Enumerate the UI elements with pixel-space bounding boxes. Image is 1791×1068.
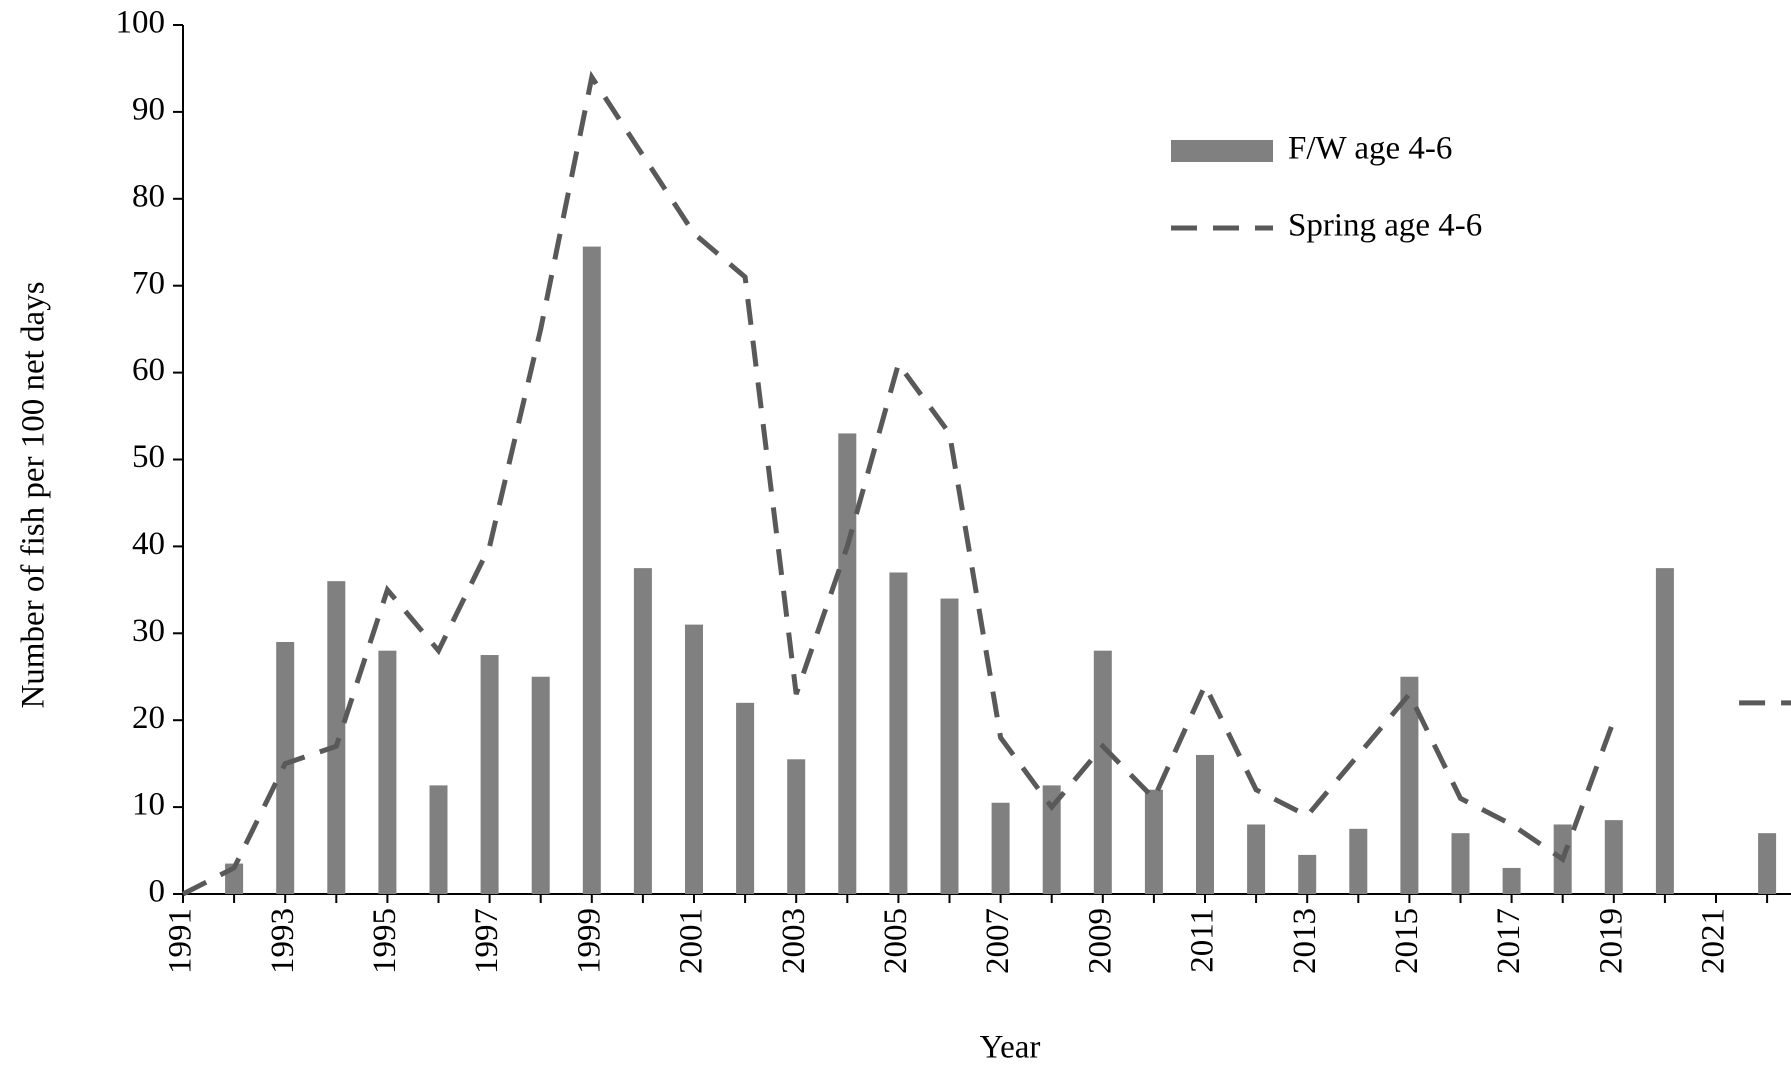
legend-label: Spring age 4-6 <box>1288 208 1482 244</box>
bar <box>1451 833 1470 894</box>
y-tick-label: 80 <box>132 178 165 214</box>
x-tick-label: 2021 <box>1696 908 1732 974</box>
x-tick-label: 2015 <box>1389 908 1425 974</box>
bar <box>940 598 959 894</box>
x-tick-label: 2017 <box>1491 908 1527 974</box>
x-tick-label: 2005 <box>878 908 914 974</box>
bar <box>991 802 1010 894</box>
y-tick-label: 10 <box>132 787 165 823</box>
bar <box>1604 820 1623 894</box>
x-tick-label: 2001 <box>674 908 710 974</box>
bar <box>838 433 857 894</box>
x-tick-label: 1997 <box>469 908 505 974</box>
y-tick-label: 100 <box>116 5 166 41</box>
bar <box>582 246 601 895</box>
y-axis-label: Number of fish per 100 net days <box>16 281 52 708</box>
x-tick-label: 2007 <box>980 908 1016 974</box>
y-tick-label: 40 <box>132 526 165 562</box>
bar <box>736 702 755 894</box>
legend-label: F/W age 4-6 <box>1288 131 1452 167</box>
bar <box>1655 568 1674 894</box>
bar <box>889 572 908 894</box>
x-tick-label: 1993 <box>265 908 301 974</box>
bar <box>531 676 550 894</box>
bar <box>1196 754 1214 894</box>
bar <box>1349 828 1368 894</box>
bar <box>1298 854 1317 894</box>
y-tick-label: 60 <box>132 352 165 388</box>
x-tick-label: 2011 <box>1185 908 1221 973</box>
x-tick-label: 2003 <box>776 908 812 974</box>
x-tick-label: 1999 <box>571 908 607 974</box>
line-series <box>181 70 1617 897</box>
x-axis-label: Year <box>980 1030 1041 1066</box>
y-tick-label: 90 <box>132 91 165 127</box>
y-tick-label: 50 <box>132 439 165 475</box>
bar <box>685 624 703 894</box>
bar <box>1400 676 1419 894</box>
y-tick-label: 0 <box>149 874 166 910</box>
x-tick-label: 2009 <box>1082 908 1118 974</box>
bar <box>1758 833 1777 894</box>
bar <box>429 785 448 894</box>
bar <box>327 581 346 894</box>
x-tick-label: 1991 <box>163 908 199 974</box>
bar <box>1093 650 1112 894</box>
x-tick-label: 2019 <box>1593 908 1629 974</box>
x-tick-label: 1995 <box>367 908 403 974</box>
x-tick-label: 2013 <box>1287 908 1323 974</box>
bar <box>1247 824 1266 894</box>
legend-swatch <box>1171 140 1273 162</box>
bar <box>1144 789 1163 894</box>
bar <box>787 759 806 894</box>
bar <box>1502 867 1521 894</box>
bar <box>480 655 499 894</box>
y-tick-label: 70 <box>132 265 165 301</box>
bar <box>633 568 652 894</box>
y-tick-label: 30 <box>132 613 165 649</box>
y-tick-label: 20 <box>132 700 165 736</box>
bar <box>378 650 397 894</box>
bar <box>1042 785 1061 894</box>
